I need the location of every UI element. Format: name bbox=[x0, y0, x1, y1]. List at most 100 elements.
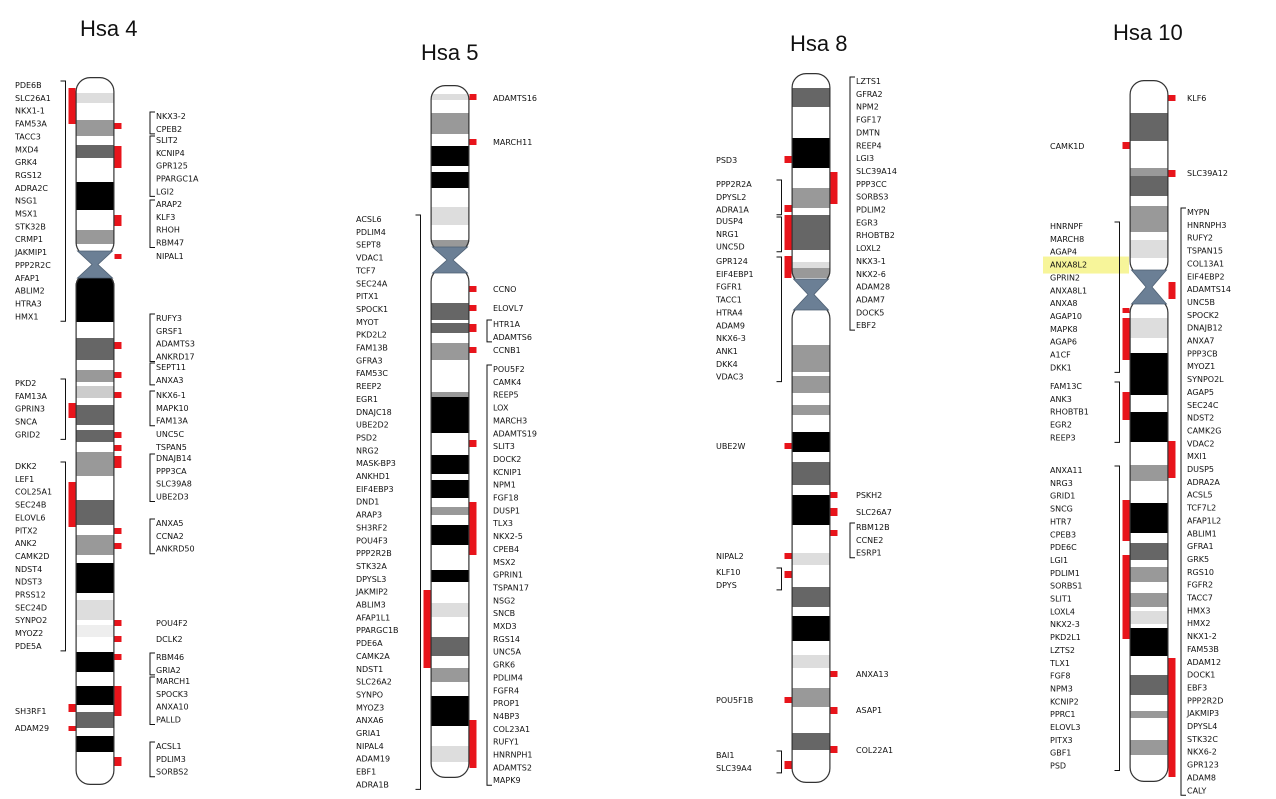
gene-label: PKD2L1 bbox=[1050, 633, 1081, 642]
chr2-left-group-0-locus-marker bbox=[784, 156, 792, 163]
gene-label: NSG2 bbox=[493, 596, 515, 605]
gene-label: AGAP5 bbox=[1187, 388, 1214, 397]
chr0-right-group-2-bracket bbox=[149, 199, 155, 249]
gene-label: PPRC1 bbox=[1050, 710, 1075, 719]
gene-label: ABLIM1 bbox=[1187, 529, 1217, 538]
gene-label: BAI1 bbox=[716, 751, 734, 760]
chr2-right-group-0-locus-marker bbox=[830, 172, 838, 204]
gene-label: PALLD bbox=[156, 716, 181, 725]
gene-label: PPP2R2C bbox=[15, 261, 51, 270]
chromosome-band bbox=[430, 146, 470, 166]
gene-label: AFAP1L2 bbox=[1187, 516, 1221, 525]
chromosome-band bbox=[430, 113, 470, 134]
gene-label: GFRA2 bbox=[856, 90, 883, 99]
gene-label: NKX2-3 bbox=[1050, 620, 1080, 629]
gene-label: GRK5 bbox=[1187, 555, 1209, 564]
gene-label: FGFR4 bbox=[493, 686, 519, 695]
gene-label: ADRA1B bbox=[356, 780, 389, 789]
gene-label: FGF17 bbox=[856, 116, 882, 125]
gene-label: MYPN bbox=[1187, 208, 1210, 217]
gene-label: GFRA1 bbox=[1187, 542, 1214, 551]
gene-label: DUSP5 bbox=[1187, 465, 1214, 474]
chromosome-band bbox=[1129, 206, 1169, 232]
chromosome-band bbox=[1129, 353, 1169, 395]
gene-label: DOCK2 bbox=[493, 455, 521, 464]
chr0-right-group-14-locus-marker bbox=[114, 686, 122, 716]
gene-label: ACSL1 bbox=[156, 742, 182, 751]
chr0-right-group-3-locus-marker bbox=[114, 254, 122, 259]
chromosome-band bbox=[75, 300, 115, 322]
gene-label: ANKRD17 bbox=[156, 353, 195, 362]
gene-label: ASAP1 bbox=[856, 706, 882, 715]
chromosome-band bbox=[75, 625, 115, 637]
gene-label: PPP2R2A bbox=[716, 180, 752, 189]
gene-label: ELOVL6 bbox=[15, 513, 45, 522]
gene-label: GPR124 bbox=[716, 257, 748, 266]
chromosome-2-arm-q bbox=[791, 304, 831, 783]
gene-label: MYOZ2 bbox=[15, 629, 43, 638]
chr0-right-group-15-bracket bbox=[149, 741, 155, 778]
chromosome-band bbox=[1129, 176, 1169, 196]
chromosome-band bbox=[1129, 567, 1169, 582]
gene-label: SEC24B bbox=[15, 501, 46, 510]
gene-label: NKX6-3 bbox=[716, 334, 746, 343]
chromosome-band bbox=[791, 262, 831, 268]
gene-label: FAM13C bbox=[1050, 382, 1082, 391]
chr1-right-group-6-bracket bbox=[486, 364, 492, 786]
chr1-right-group-4-bracket bbox=[486, 319, 492, 343]
chr0-right-group-14-bracket bbox=[149, 676, 155, 726]
gene-label: FAM13A bbox=[156, 417, 188, 426]
gene-label: CALY bbox=[1187, 786, 1206, 795]
gene-label: PDLIM3 bbox=[156, 755, 186, 764]
gene-label: SORBS3 bbox=[856, 193, 888, 202]
chromosome-3-centromere bbox=[1130, 269, 1168, 305]
chr0-left-group-1-bracket bbox=[60, 378, 66, 440]
chr3-left-group-1-bracket bbox=[1114, 221, 1120, 373]
gene-label: CAMK4 bbox=[493, 378, 521, 387]
gene-label: DNAJB12 bbox=[1187, 324, 1223, 333]
gene-label: ESRP1 bbox=[856, 549, 882, 558]
chromosome-0-arm-fill bbox=[75, 77, 115, 257]
gene-label: LZTS2 bbox=[1050, 646, 1075, 655]
gene-label: DOCK1 bbox=[1187, 671, 1215, 680]
gene-label: PPP3CC bbox=[856, 180, 887, 189]
gene-label: SEC24A bbox=[356, 279, 388, 288]
gene-label: HNRNPF bbox=[1050, 222, 1083, 231]
chr3-left-group-2-locus-marker bbox=[1122, 392, 1130, 420]
gene-label: NDST1 bbox=[356, 665, 383, 674]
chromosome-band bbox=[791, 462, 831, 485]
gene-label: DUSP4 bbox=[716, 217, 743, 226]
gene-label: FGFR1 bbox=[716, 283, 742, 292]
chr0-right-group-10-bracket bbox=[149, 518, 155, 555]
gene-label: HTR1A bbox=[493, 320, 521, 329]
gene-label: VDAC2 bbox=[1187, 439, 1215, 448]
gene-label: PPP3CB bbox=[1187, 349, 1218, 358]
gene-label: ADAM12 bbox=[1187, 658, 1221, 667]
chromosome-band bbox=[1129, 543, 1169, 560]
gene-label: SH3RF2 bbox=[356, 523, 387, 532]
chr0-right-group-6-locus-marker bbox=[114, 392, 122, 398]
gene-label: STK32C bbox=[1187, 735, 1218, 744]
gene-label: AFAP1L1 bbox=[356, 613, 390, 622]
gene-label: JAKMIP3 bbox=[1186, 709, 1219, 718]
chromosome-band bbox=[1129, 675, 1169, 695]
gene-label: PPARGC1A bbox=[156, 175, 199, 184]
gene-label: COL23A1 bbox=[493, 725, 530, 734]
gene-label: PROP1 bbox=[493, 699, 520, 708]
chr3-right-group-2-locus-marker bbox=[1168, 441, 1176, 478]
gene-label: KLF6 bbox=[1187, 94, 1206, 103]
gene-label: TLX3 bbox=[492, 519, 513, 528]
gene-label: PDLIM2 bbox=[856, 206, 886, 215]
chromosome-band bbox=[430, 525, 470, 545]
gene-label: PRSS12 bbox=[15, 591, 46, 600]
chromosome-band bbox=[791, 405, 831, 415]
chromosome-band bbox=[791, 655, 831, 668]
chromosome-0-arm-q bbox=[75, 272, 115, 785]
chr1-right-group-2-locus-marker bbox=[469, 286, 477, 292]
chr2-right-group-1-locus-marker bbox=[830, 492, 838, 498]
gene-label: SYNPO2L bbox=[1187, 375, 1224, 384]
chromosome-band bbox=[1129, 711, 1169, 718]
gene-label: POU5F1B bbox=[716, 696, 753, 705]
gene-label: RHOBTB1 bbox=[1050, 408, 1089, 417]
gene-label: NIPAL4 bbox=[356, 742, 384, 751]
